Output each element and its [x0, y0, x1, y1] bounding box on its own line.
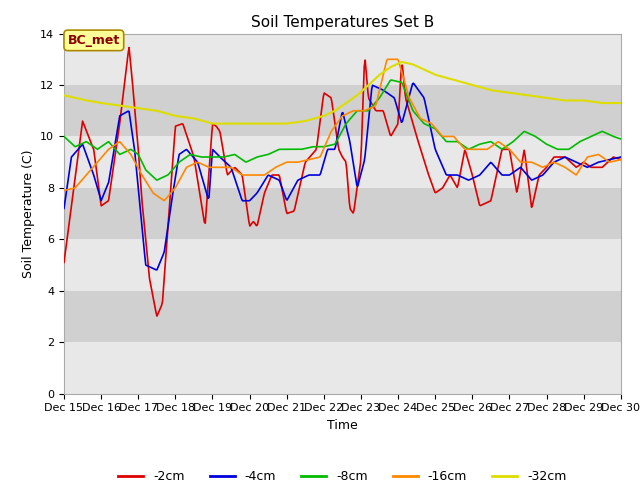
Title: Soil Temperatures Set B: Soil Temperatures Set B — [251, 15, 434, 30]
Y-axis label: Soil Temperature (C): Soil Temperature (C) — [22, 149, 35, 278]
Bar — [64, 34, 621, 85]
Bar — [64, 291, 621, 342]
X-axis label: Time: Time — [327, 419, 358, 432]
Bar — [64, 85, 621, 136]
Bar — [64, 136, 621, 188]
Legend: -2cm, -4cm, -8cm, -16cm, -32cm: -2cm, -4cm, -8cm, -16cm, -32cm — [113, 465, 572, 480]
Bar — [64, 240, 621, 291]
Text: BC_met: BC_met — [68, 34, 120, 47]
Bar — [64, 188, 621, 240]
Bar — [64, 342, 621, 394]
